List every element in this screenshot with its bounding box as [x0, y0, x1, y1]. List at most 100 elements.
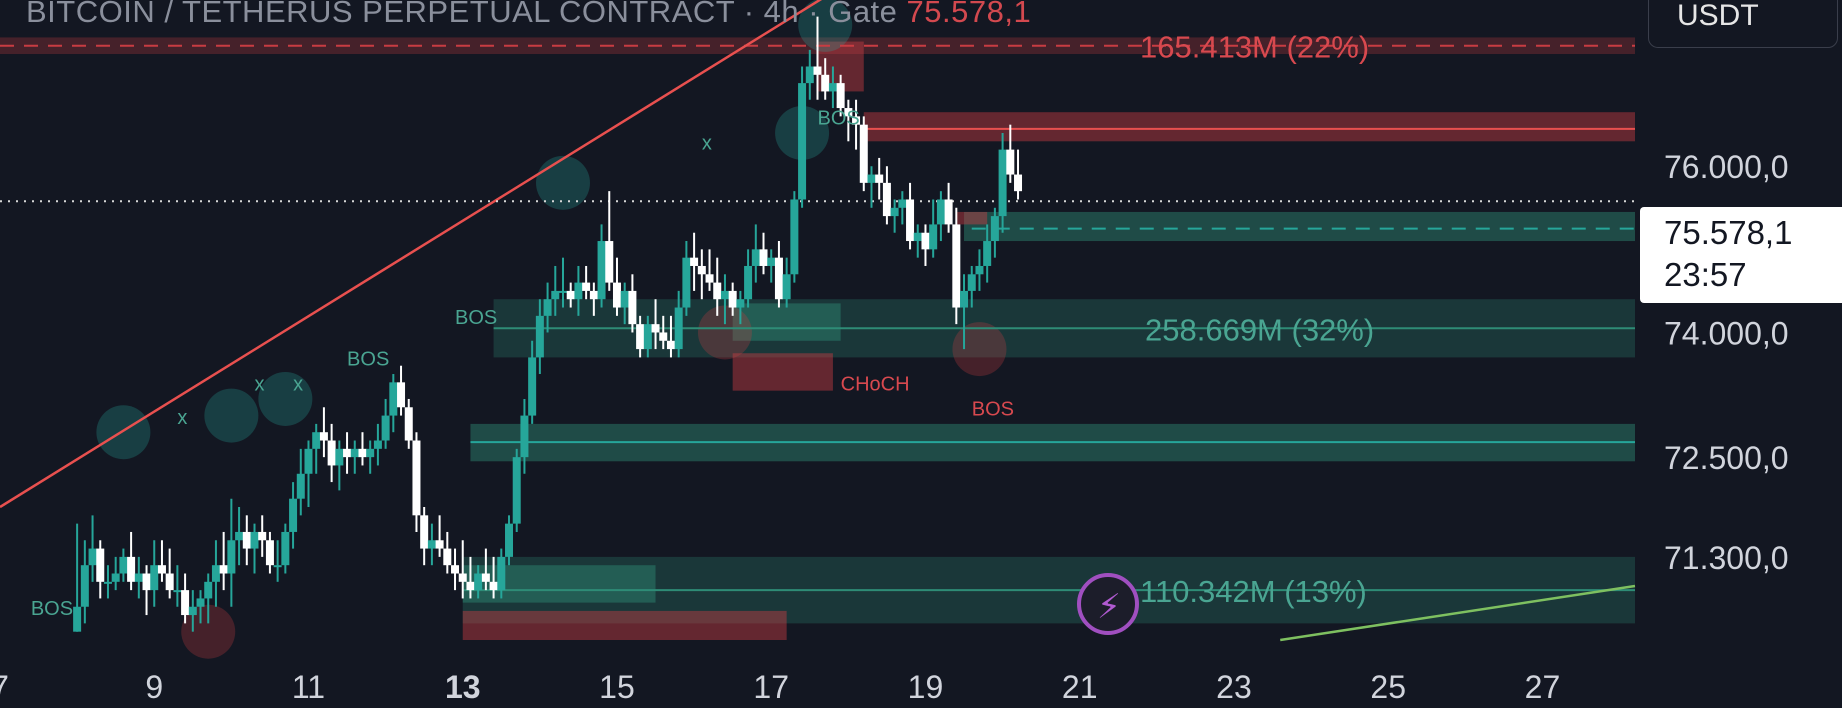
- candle-body-101: [852, 116, 861, 125]
- candle-body-86: [736, 299, 745, 308]
- candle-body-9: [142, 573, 151, 591]
- candle-body-38: [366, 448, 375, 458]
- candle-body-89: [759, 249, 768, 266]
- chart-title: BITCOIN / TETHERUS PERPETUAL CONTRACT · …: [26, 0, 1031, 30]
- candle-body-47: [435, 540, 444, 549]
- candle-body-3: [96, 548, 105, 582]
- candle-body-92: [782, 274, 791, 300]
- candle-body-58: [520, 415, 529, 458]
- candle-body-104: [875, 174, 884, 183]
- candle-body-10: [150, 565, 159, 591]
- candle-body-113: [944, 199, 953, 225]
- annotation-6: x: [702, 133, 712, 155]
- candle-body-66: [582, 282, 591, 291]
- candle-body-6: [119, 556, 128, 574]
- candle-body-64: [566, 290, 575, 300]
- candle-body-122: [1014, 174, 1023, 192]
- candle-body-94: [798, 83, 807, 200]
- candle-body-35: [343, 448, 352, 458]
- candle-body-12: [165, 573, 174, 591]
- candle-body-31: [312, 432, 321, 449]
- candle-body-0: [73, 606, 82, 632]
- currency-button[interactable]: USDT: [1648, 0, 1838, 48]
- candle-body-13: [173, 590, 182, 593]
- candle-body-116: [967, 274, 976, 291]
- swing-marker-0: [96, 405, 151, 460]
- annotation-2: x: [255, 374, 265, 396]
- candle-body-46: [427, 540, 436, 549]
- candle-body-71: [620, 290, 629, 308]
- last-price-header: 75.578,1: [906, 0, 1032, 29]
- y-tick-3: 71.300,0: [1664, 540, 1789, 576]
- candle-body-36: [350, 448, 359, 458]
- candle-body-27: [281, 531, 290, 566]
- swing-marker-1: [204, 388, 259, 443]
- candle-body-16: [196, 598, 205, 607]
- candle-body-85: [728, 290, 737, 308]
- candle-body-2: [88, 548, 97, 566]
- candle-body-4: [103, 581, 112, 584]
- candle-body-98: [828, 83, 837, 92]
- candle-body-24: [258, 531, 267, 541]
- candle-body-49: [451, 565, 460, 574]
- annotation-7: BOS: [818, 108, 860, 130]
- candle-body-33: [327, 440, 336, 466]
- x-tick-4: 15: [599, 669, 635, 705]
- candle-body-80: [690, 257, 699, 266]
- candle-body-1: [80, 565, 89, 607]
- y-tick-1: 74.000,0: [1664, 315, 1789, 351]
- lightning-badge: [1077, 573, 1139, 635]
- candle-body-23: [250, 531, 259, 549]
- annotation-1: x: [177, 407, 187, 429]
- order-block-8: [956, 211, 988, 225]
- current-price-value: 75.578,1: [1664, 214, 1793, 251]
- order-block-2: [964, 211, 1635, 242]
- swing-marker-6: [181, 604, 236, 659]
- x-tick-0: 7: [0, 669, 9, 705]
- candle-body-87: [744, 265, 753, 300]
- candle-body-102: [859, 124, 868, 183]
- swing-marker-2: [258, 371, 313, 426]
- zone-volume-label-1: 258.669M (32%): [1145, 312, 1374, 347]
- swing-marker-3: [535, 155, 590, 210]
- candle-body-100: [844, 108, 853, 117]
- candle-body-5: [111, 573, 120, 582]
- candle-body-48: [443, 548, 452, 566]
- candle-body-76: [659, 332, 668, 341]
- candle-body-52: [474, 573, 483, 591]
- candle-body-37: [358, 448, 367, 458]
- zone-volume-label-2: 110.342M (13%): [1140, 574, 1367, 609]
- candle-body-54: [489, 581, 498, 591]
- candle-body-74: [643, 324, 652, 350]
- candle-body-8: [134, 573, 143, 582]
- candle-body-81: [697, 265, 706, 275]
- annotation-0: BOS: [31, 598, 73, 620]
- candle-body-14: [181, 590, 190, 616]
- candle-body-34: [335, 448, 344, 466]
- candle-body-67: [589, 290, 598, 300]
- candle-body-28: [289, 498, 298, 532]
- x-tick-8: 23: [1216, 669, 1252, 705]
- candle-body-15: [188, 606, 197, 616]
- order-block-3: [732, 303, 841, 341]
- x-axis: 7 9 11 13 15 17 19 21 23 25 27: [0, 669, 1560, 705]
- candle-body-39: [373, 440, 382, 449]
- candle-body-40: [381, 415, 390, 441]
- candle-body-57: [512, 457, 521, 524]
- candle-body-106: [890, 207, 899, 217]
- y-tick-2: 72.500,0: [1664, 440, 1789, 476]
- candle-body-82: [705, 274, 714, 283]
- candle-body-118: [983, 241, 992, 266]
- candle-body-19: [219, 565, 228, 574]
- candle-body-83: [713, 282, 722, 300]
- candle-body-84: [720, 290, 729, 300]
- candle-body-22: [242, 531, 251, 549]
- candle-body-88: [751, 249, 760, 266]
- candle-body-61: [543, 299, 552, 316]
- candle-body-103: [867, 174, 876, 183]
- candle-body-63: [558, 290, 567, 293]
- candle-body-111: [929, 224, 938, 250]
- symbol-title: BITCOIN / TETHERUS PERPETUAL CONTRACT · …: [26, 0, 898, 29]
- candle-body-53: [481, 573, 490, 582]
